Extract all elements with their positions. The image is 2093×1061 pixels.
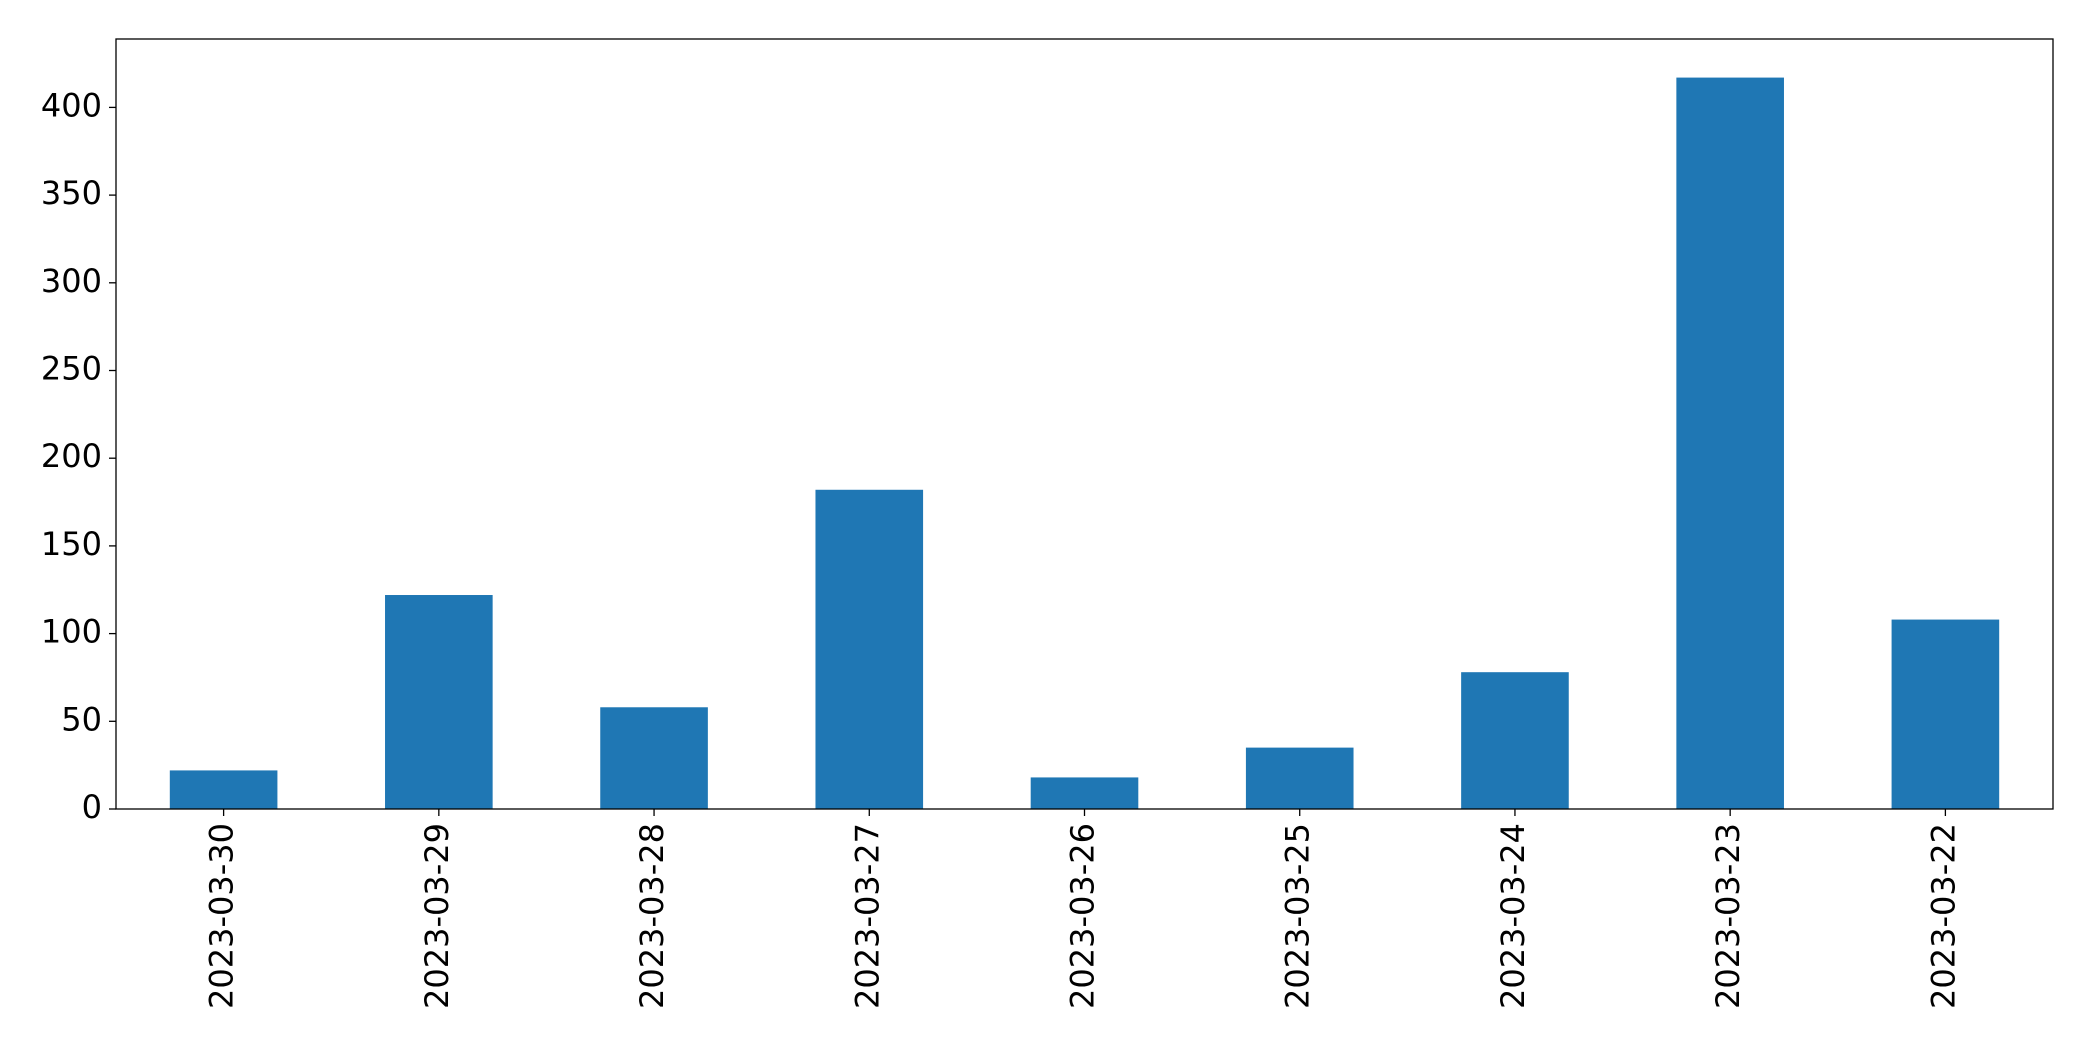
y-tick-label: 100 [41, 613, 102, 651]
bar [1245, 747, 1354, 809]
plot-frame [115, 38, 2054, 810]
bar [385, 595, 493, 809]
y-tick-label: 200 [41, 437, 102, 475]
x-tick-label: 2023-03-23 [1709, 823, 1747, 1009]
x-tick-label: 2023-03-22 [1924, 823, 1962, 1009]
bar [169, 770, 278, 809]
x-tick-label: 2023-03-26 [1064, 823, 1102, 1009]
y-tick-label: 400 [41, 86, 102, 124]
bar [1461, 672, 1569, 809]
x-tick-label: 2023-03-30 [203, 823, 241, 1009]
y-tick-label: 0 [82, 788, 102, 826]
y-tick-label: 350 [41, 174, 102, 212]
x-tick-label: 2023-03-28 [633, 823, 671, 1009]
x-tick-label: 2023-03-29 [418, 823, 456, 1009]
bar [600, 707, 708, 809]
y-tick-label: 300 [41, 262, 102, 300]
y-tick-label: 50 [61, 700, 102, 738]
x-tick-label: 2023-03-27 [848, 823, 886, 1009]
bar [1676, 77, 1784, 809]
bar [1891, 619, 2000, 809]
x-tick-label: 2023-03-25 [1279, 823, 1317, 1009]
x-tick-label: 2023-03-24 [1494, 823, 1532, 1009]
bar [1030, 777, 1139, 809]
y-tick-label: 250 [41, 350, 102, 388]
bar [815, 489, 924, 809]
y-tick-label: 150 [41, 525, 102, 563]
